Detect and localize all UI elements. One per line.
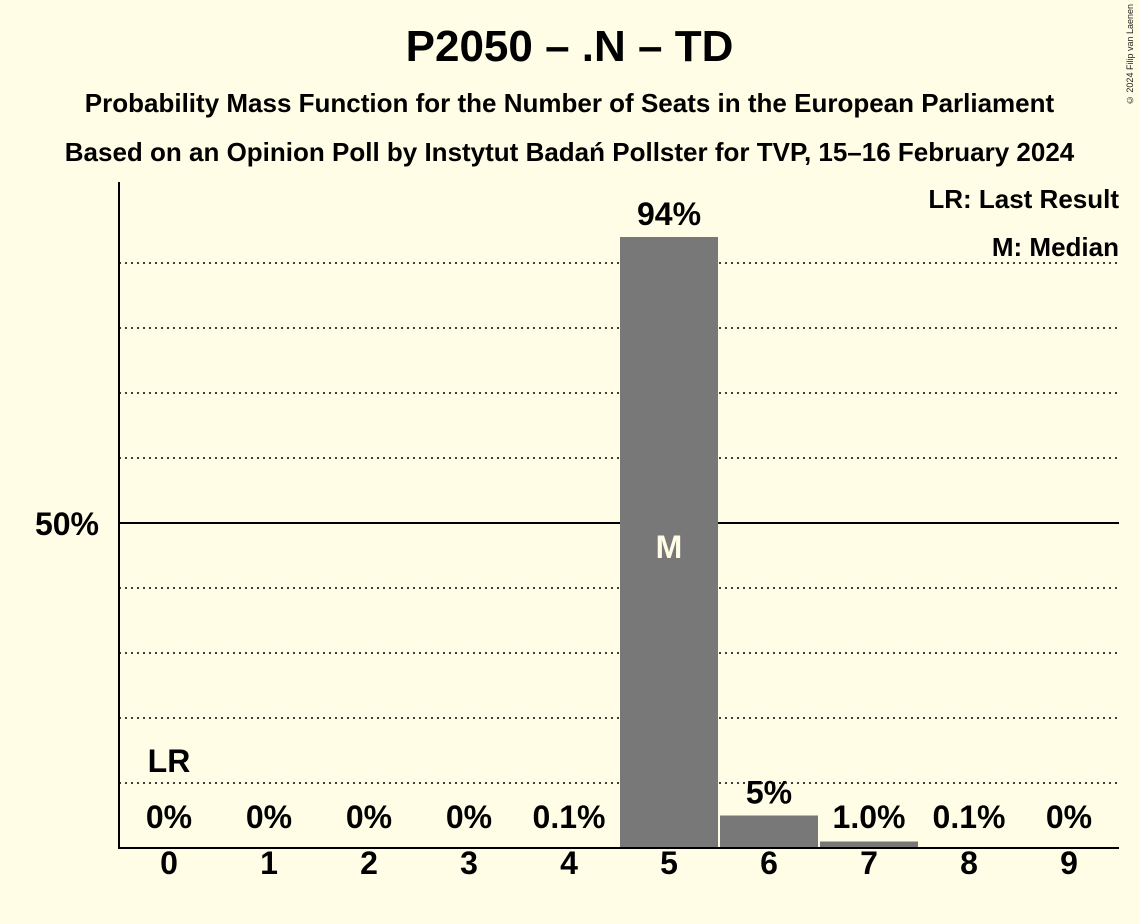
- data-label: 0%: [446, 799, 492, 835]
- x-tick-label: 7: [860, 845, 878, 881]
- legend-last-result: LR: Last Result: [928, 184, 1119, 214]
- y-tick-label: 50%: [35, 506, 99, 542]
- data-label: 1.0%: [833, 799, 906, 835]
- x-tick-label: 6: [760, 845, 778, 881]
- data-label: 0%: [246, 799, 292, 835]
- chart-subtitle: Probability Mass Function for the Number…: [84, 88, 1055, 118]
- data-label: 0.1%: [933, 799, 1006, 835]
- x-tick-label: 4: [560, 845, 578, 881]
- data-label: 0%: [346, 799, 392, 835]
- legend-median: M: Median: [991, 232, 1119, 262]
- chart-source-subtitle: Based on an Opinion Poll by Instytut Bad…: [64, 137, 1075, 167]
- x-tick-label: 2: [360, 845, 378, 881]
- x-tick-label: 1: [260, 845, 278, 881]
- x-tick-label: 3: [460, 845, 478, 881]
- bar-seat-6: [720, 815, 818, 848]
- x-tick-label: 9: [1060, 845, 1078, 881]
- data-label: 94%: [637, 196, 701, 232]
- x-tick-label: 0: [160, 845, 178, 881]
- data-label: 0%: [1046, 799, 1092, 835]
- x-tick-label: 8: [960, 845, 978, 881]
- bar-seat-7: [820, 841, 918, 848]
- bar-seat-5-overlay: [620, 237, 718, 848]
- last-result-marker: LR: [148, 743, 191, 779]
- x-tick-label: 5: [660, 845, 678, 881]
- median-marker: M: [656, 529, 683, 565]
- data-label: 0.1%: [533, 799, 606, 835]
- data-label: 5%: [746, 775, 792, 811]
- data-label: 0%: [146, 799, 192, 835]
- chart-title: P2050 – .N – TD: [405, 22, 734, 71]
